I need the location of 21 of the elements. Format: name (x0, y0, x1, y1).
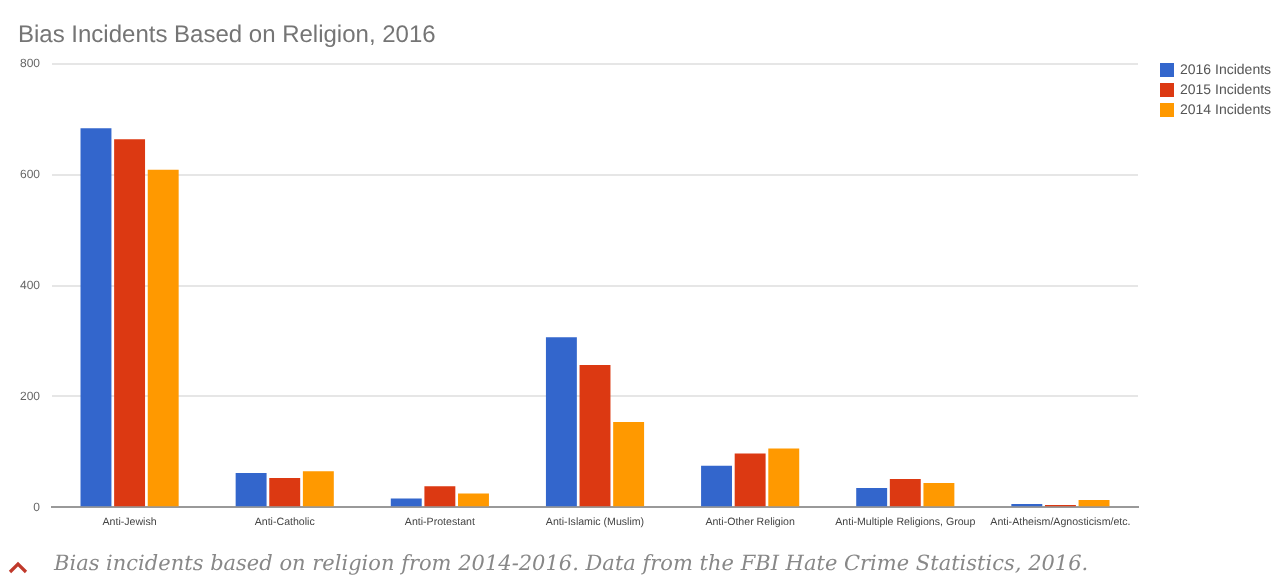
bar (424, 486, 456, 507)
bar (235, 472, 267, 507)
bar (923, 482, 955, 507)
text: Bias incidents based on religion from 2014-2016. Data from the FBI Hate Crime Statistics, 2016. (54, 552, 1089, 576)
bar (80, 128, 112, 507)
bar (390, 498, 422, 507)
bar (1078, 500, 1110, 507)
bar (579, 364, 611, 507)
bar (114, 139, 146, 507)
bar (613, 421, 645, 507)
bar (768, 448, 800, 507)
chart-title: Bias Incidents Based on Religion, 2016 (18, 20, 436, 48)
bar (889, 479, 921, 507)
bar (701, 465, 732, 507)
bar (734, 453, 766, 507)
bar (147, 169, 179, 507)
bar (458, 493, 489, 507)
bar (269, 477, 301, 507)
bar (545, 337, 577, 507)
bar (856, 487, 888, 507)
bar (302, 471, 334, 507)
